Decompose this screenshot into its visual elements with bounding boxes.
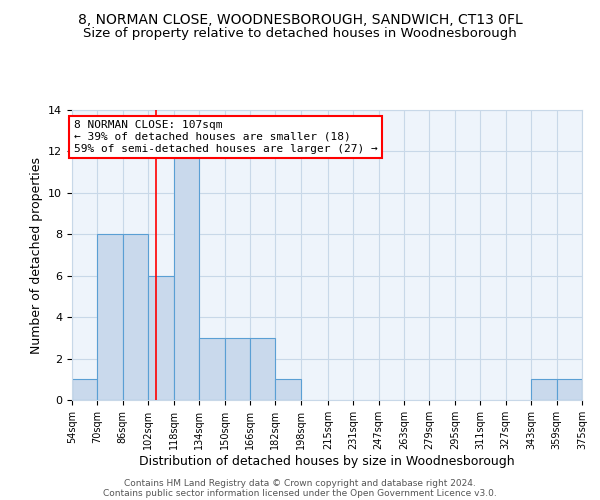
Text: 8, NORMAN CLOSE, WOODNESBOROUGH, SANDWICH, CT13 0FL: 8, NORMAN CLOSE, WOODNESBOROUGH, SANDWIC… — [77, 12, 523, 26]
Bar — [173, 152, 199, 400]
Bar — [148, 276, 173, 400]
Bar — [557, 380, 582, 400]
Bar — [123, 234, 148, 400]
Y-axis label: Number of detached properties: Number of detached properties — [29, 156, 43, 354]
Bar — [72, 380, 97, 400]
Bar — [224, 338, 250, 400]
Text: Size of property relative to detached houses in Woodnesborough: Size of property relative to detached ho… — [83, 28, 517, 40]
Bar — [97, 234, 123, 400]
Text: Contains public sector information licensed under the Open Government Licence v3: Contains public sector information licen… — [103, 488, 497, 498]
Bar — [275, 380, 301, 400]
Text: Contains HM Land Registry data © Crown copyright and database right 2024.: Contains HM Land Registry data © Crown c… — [124, 478, 476, 488]
Bar — [531, 380, 557, 400]
Bar — [250, 338, 275, 400]
Text: 8 NORMAN CLOSE: 107sqm
← 39% of detached houses are smaller (18)
59% of semi-det: 8 NORMAN CLOSE: 107sqm ← 39% of detached… — [74, 120, 377, 154]
Bar — [199, 338, 224, 400]
X-axis label: Distribution of detached houses by size in Woodnesborough: Distribution of detached houses by size … — [139, 454, 515, 468]
